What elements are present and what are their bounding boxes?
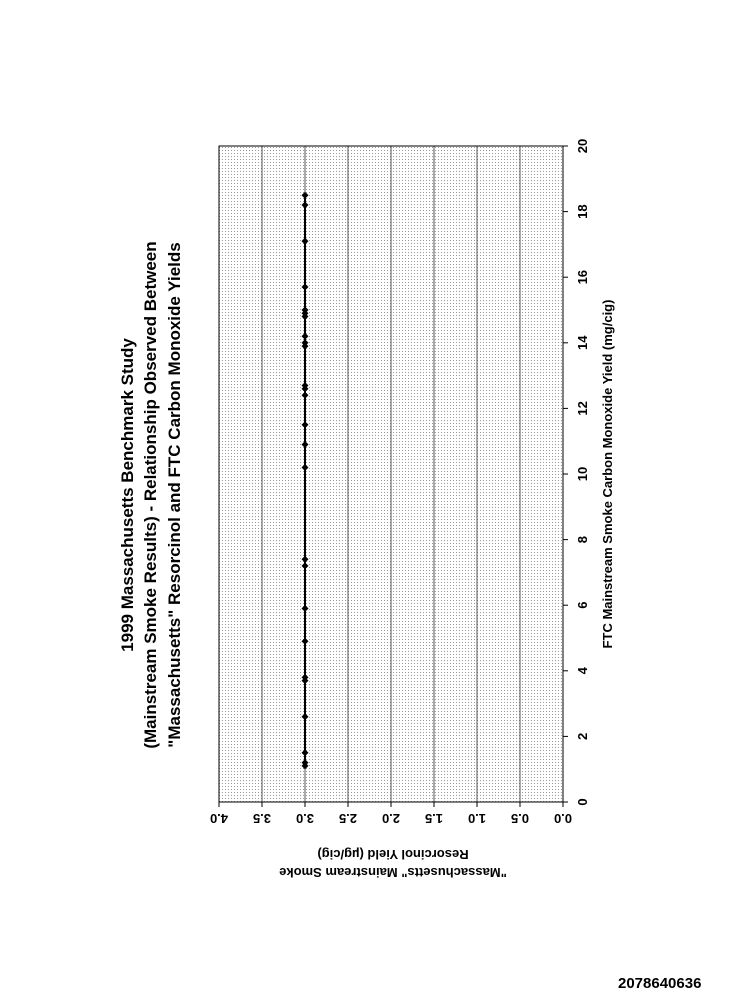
data-point xyxy=(301,381,309,389)
x-tick-label: 4 xyxy=(575,666,590,674)
data-point xyxy=(301,440,309,448)
y-tick-label: 2.5 xyxy=(339,811,357,826)
y-axis-label-line-1: "Massachusetts" Mainstream Smoke xyxy=(279,865,507,880)
y-tick-label: 3.5 xyxy=(253,811,271,826)
data-point xyxy=(301,283,309,291)
data-point xyxy=(301,237,309,245)
data-point xyxy=(301,201,309,209)
x-axis-label: FTC Mainstream Smoke Carbon Monoxide Yie… xyxy=(600,300,615,649)
x-tick-label: 14 xyxy=(575,335,590,350)
x-tick-label: 2 xyxy=(575,733,590,740)
data-point xyxy=(301,306,309,314)
y-tick-label: 3.0 xyxy=(296,811,314,826)
data-point xyxy=(301,604,309,612)
data-point xyxy=(301,421,309,429)
y-tick-label: 0.0 xyxy=(554,811,572,826)
data-point xyxy=(301,339,309,347)
document-id: 2078640636 xyxy=(618,975,702,992)
y-axis-label-line-2: Resorcinol Yield (µg/cig) xyxy=(317,847,468,862)
x-tick-label: 18 xyxy=(575,204,590,218)
x-tick-label: 16 xyxy=(575,270,590,284)
y-tick-label: 4.0 xyxy=(210,811,228,826)
data-points xyxy=(301,191,309,770)
title-line-1: 1999 Massachusetts Benchmark Study xyxy=(118,338,137,652)
data-point xyxy=(301,673,309,681)
y-axis-ticks: 0.0 0.5 1.0 1.5 2.0 2.5 3.0 3.5 4.0 xyxy=(210,802,572,826)
data-point xyxy=(301,555,309,563)
data-point xyxy=(301,332,309,340)
data-point xyxy=(301,749,309,757)
data-point xyxy=(301,191,309,199)
x-tick-label: 20 xyxy=(575,139,590,153)
title-line-2: (Mainstream Smoke Results) - Relationshi… xyxy=(141,241,160,748)
y-tick-label: 2.0 xyxy=(382,811,400,826)
title-line-3: "Massachusetts" Resorcinol and FTC Carbo… xyxy=(165,242,184,747)
x-tick-label: 8 xyxy=(575,536,590,543)
y-tick-label: 1.0 xyxy=(468,811,486,826)
x-axis-ticks: 0 2 4 6 8 10 12 14 16 18 20 xyxy=(563,139,590,806)
x-tick-label: 10 xyxy=(575,467,590,481)
x-tick-label: 6 xyxy=(575,602,590,609)
x-tick-label: 12 xyxy=(575,401,590,415)
y-tick-label: 0.5 xyxy=(511,811,529,826)
data-point xyxy=(301,391,309,399)
data-point xyxy=(301,463,309,471)
data-point xyxy=(301,637,309,645)
data-point xyxy=(301,759,309,767)
x-tick-label: 0 xyxy=(575,798,590,805)
y-tick-label: 1.5 xyxy=(425,811,443,826)
chart-title: 1999 Massachusetts Benchmark Study (Main… xyxy=(118,241,184,748)
data-point xyxy=(301,713,309,721)
data-point xyxy=(301,562,309,570)
